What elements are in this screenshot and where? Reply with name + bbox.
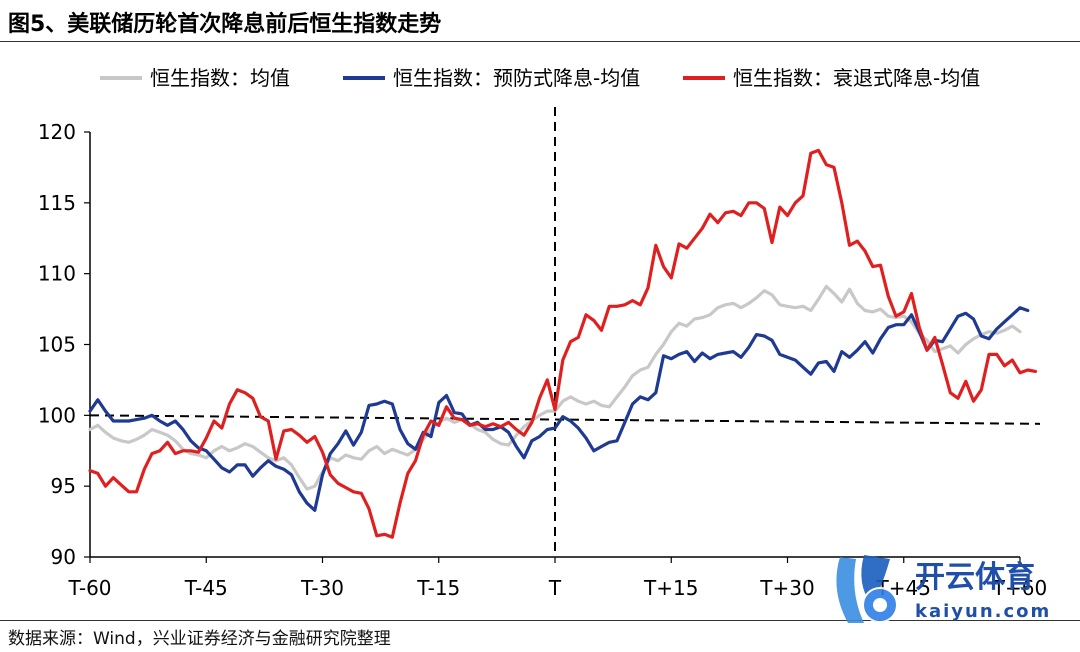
legend-item-3: 恒生指数：衰退式降息-均值 [683, 66, 980, 90]
x-tick-label: T [548, 576, 562, 600]
chart-title: 图5、美联储历轮首次降息前后恒生指数走势 [8, 12, 442, 37]
series-line-3 [88, 148, 1038, 539]
x-tick-label: T-45 [184, 576, 228, 600]
y-tick-label: 120 [38, 120, 76, 144]
source-note: 数据来源：Wind，兴业证券经济与金融研究院整理 [8, 629, 391, 649]
y-tick-label: 90 [51, 545, 76, 569]
watermark-emblem-icon [836, 555, 898, 623]
y-tick-label: 105 [38, 333, 76, 357]
legend-label: 恒生指数：均值 [150, 66, 290, 90]
x-tick-label: T-30 [300, 576, 344, 600]
x-tick-label: T+15 [643, 576, 698, 600]
watermark-domain: kaiyun.com [915, 601, 1051, 622]
watermark-brand: 开云体育 [915, 560, 1035, 595]
y-tick-label: 110 [38, 262, 76, 286]
x-tick-label: T-15 [416, 576, 460, 600]
trend-dashed-line [89, 414, 1041, 425]
x-tick-label: T+60 [992, 576, 1047, 600]
y-tick-label: 95 [51, 474, 76, 498]
title-divider [0, 41, 1080, 42]
line-chart: 恒生指数：均值 恒生指数：预防式降息-均值 恒生指数：衰退式降息-均值 90 95 10… [38, 66, 1047, 600]
y-tick-label: 100 [38, 403, 76, 427]
legend: 恒生指数：均值 恒生指数：预防式降息-均值 恒生指数：衰退式降息-均值 [100, 66, 980, 90]
y-tick-label: 115 [38, 191, 76, 215]
axes: 90 95 100 105 110 115 120 T-60 T-45 T-30 T-15 T T+15… [38, 120, 1047, 600]
series-line-2 [88, 306, 1030, 512]
x-tick-label: T+30 [759, 576, 814, 600]
source-divider [0, 620, 1080, 621]
reference-lines [89, 107, 1041, 557]
series-lines [88, 148, 1038, 539]
watermark-logo: 开云体育 kaiyun.com [836, 555, 1051, 623]
legend-label: 恒生指数：预防式降息-均值 [393, 66, 640, 90]
x-tick-label: T-60 [67, 576, 111, 600]
legend-item-1: 恒生指数：均值 [100, 66, 290, 90]
legend-item-2: 恒生指数：预防式降息-均值 [343, 66, 640, 90]
legend-label: 恒生指数：衰退式降息-均值 [733, 66, 980, 90]
